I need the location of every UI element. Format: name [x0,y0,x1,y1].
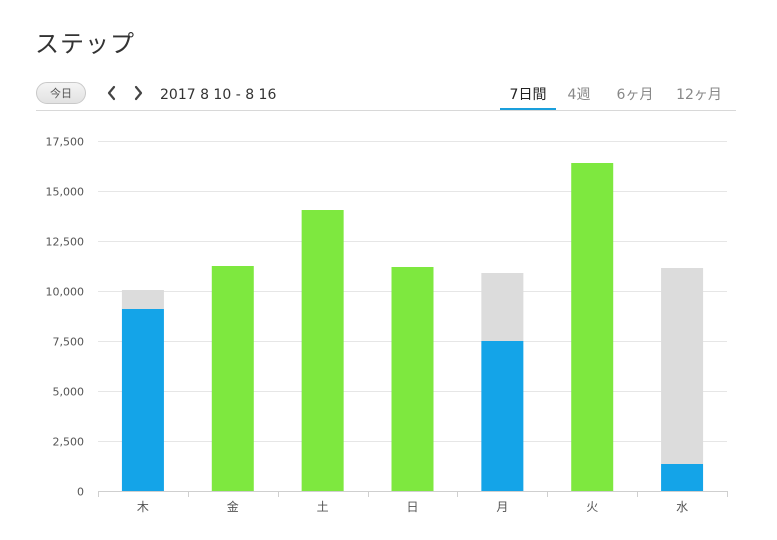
bar-segment [661,268,704,464]
bar-segment [391,267,434,491]
tab-12-months[interactable]: 12ヶ月 [676,87,722,103]
chevron-right-icon[interactable] [130,84,146,102]
y-tick-label: 2,500 [53,436,85,449]
y-tick-label: 5,000 [53,386,85,399]
bar-segment [211,266,254,491]
today-button[interactable]: 今日 [36,82,86,104]
bar-segment [661,464,704,491]
tab-4-weeks[interactable]: 4週 [567,87,591,103]
y-tick-label: 0 [77,486,84,499]
x-category-label: 水 [676,500,688,514]
bar-segment [481,341,524,491]
x-category-label: 土 [317,500,329,514]
x-category-label: 火 [586,500,598,514]
tab-6-months[interactable]: 6ヶ月 [616,87,654,103]
bar-segment [571,163,614,491]
bar-segment [121,309,164,491]
chevron-left-icon[interactable] [104,84,120,102]
y-tick-label: 12,500 [46,236,85,249]
x-category-label: 木 [137,500,149,514]
bar-segment [481,273,524,341]
y-tick-label: 17,500 [46,136,85,149]
y-tick-label: 15,000 [46,186,85,199]
bar-segment [121,290,164,309]
x-category-label: 日 [406,500,418,514]
y-tick-label: 10,000 [46,286,85,299]
page-title: ステップ [35,30,135,58]
x-category-label: 月 [496,500,508,514]
date-toolbar: 今日 2017 8 10 - 8 16 7日間 4週 6ヶ月 12ヶ月 [36,80,736,111]
y-tick-label: 7,500 [53,336,85,349]
tab-7-days[interactable]: 7日間 [500,84,556,110]
bar-segment [301,210,344,491]
x-category-label: 金 [227,499,239,514]
date-range: 2017 8 10 - 8 16 [160,87,277,103]
